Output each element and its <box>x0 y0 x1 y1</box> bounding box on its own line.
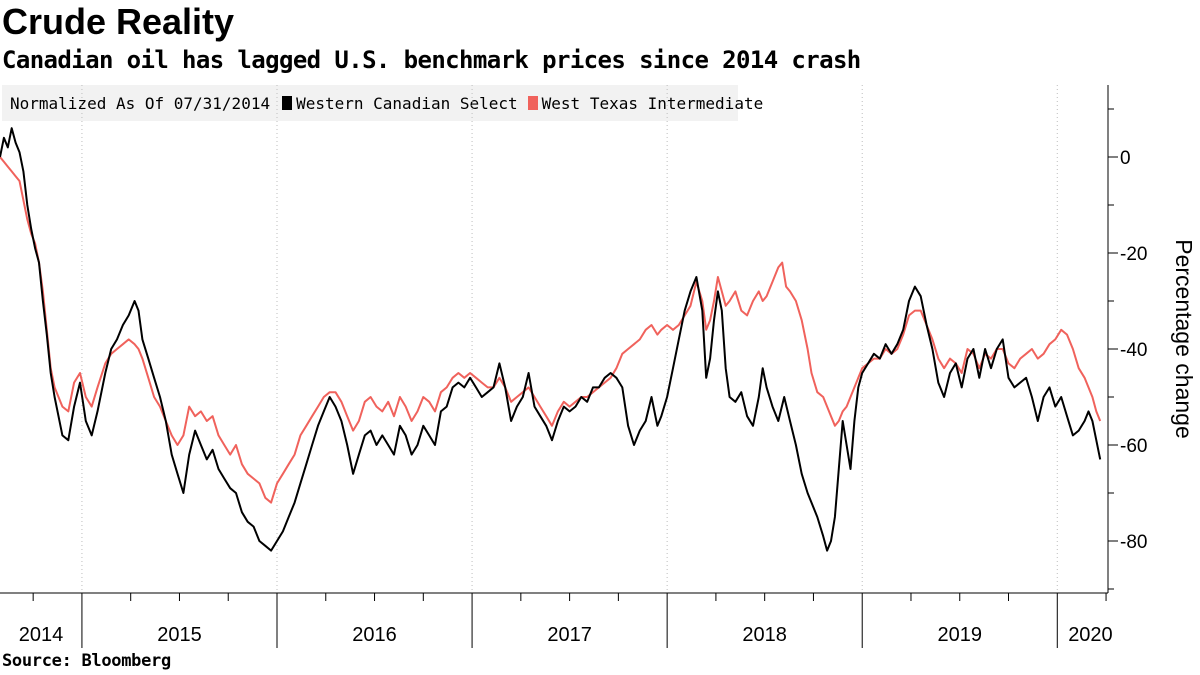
chart-legend: Normalized As Of 07/31/2014 Western Cana… <box>2 85 763 121</box>
legend-swatch-wti <box>527 96 538 110</box>
chart-subtitle: Canadian oil has lagged U.S. benchmark p… <box>2 46 861 74</box>
x-tick-label: 2017 <box>547 624 592 646</box>
legend-swatch-wcs <box>282 96 293 110</box>
y-tick-label: -60 <box>1120 436 1147 457</box>
x-tick-label: 2015 <box>157 624 202 646</box>
series-line-wcs <box>0 127 1102 552</box>
legend-label-wti: West Texas Intermediate <box>541 93 764 113</box>
y-tick-label: 0 <box>1120 148 1131 169</box>
x-tick-label: 2016 <box>352 624 397 646</box>
source-note: Source: Bloomberg <box>2 651 171 671</box>
legend-label-wcs: Western Canadian Select <box>296 93 518 113</box>
x-tick-label: 2014 <box>19 624 64 646</box>
y-tick-label: -20 <box>1120 244 1147 265</box>
x-tick-label: 2018 <box>742 624 787 646</box>
legend-note: Normalized As Of 07/31/2014 <box>10 93 271 113</box>
y-axis-label: Percentage change <box>1171 239 1197 439</box>
y-tick-label: -40 <box>1120 340 1147 361</box>
x-tick-label: 2019 <box>937 624 982 646</box>
legend-item-wcs: Western Canadian Select <box>282 94 518 113</box>
series-line-wti <box>0 156 1102 504</box>
legend-item-wti: West Texas Intermediate <box>527 93 764 113</box>
chart-title: Crude Reality <box>2 1 235 42</box>
y-tick-label: -80 <box>1120 532 1147 553</box>
x-tick-label: 2020 <box>1068 624 1113 646</box>
